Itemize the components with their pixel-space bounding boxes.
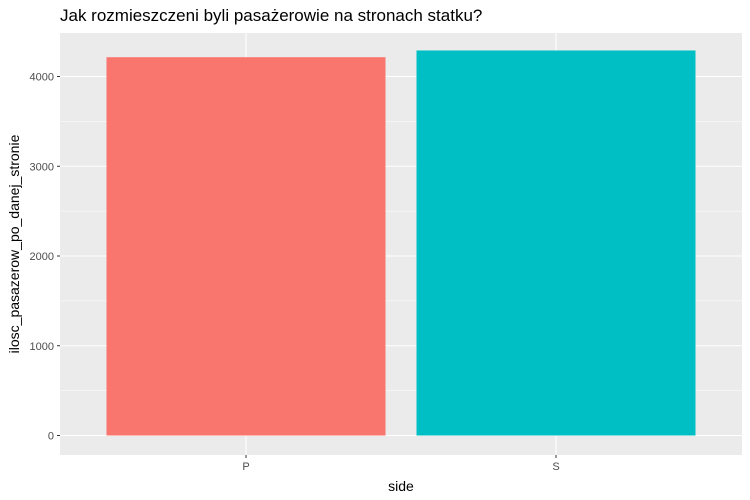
y-tick-label: 2000: [30, 251, 54, 263]
y-tick-label: 3000: [30, 161, 54, 173]
bar-s: [416, 50, 696, 436]
chart-title: Jak rozmieszczeni byli pasażerowie na st…: [60, 6, 483, 25]
y-axis: 0 1000 2000 3000 4000: [30, 72, 60, 443]
y-tick-label: 4000: [30, 72, 54, 84]
x-tick-label: P: [242, 461, 249, 473]
y-axis-title: ilosc_pasazerow_po_danej_stronie: [6, 134, 22, 353]
x-tick-label: S: [552, 461, 559, 473]
bars: [106, 50, 696, 436]
bar-p: [106, 57, 386, 436]
y-tick-label: 0: [48, 431, 54, 443]
y-tick-label: 1000: [30, 341, 54, 353]
x-axis-title: side: [388, 478, 414, 494]
